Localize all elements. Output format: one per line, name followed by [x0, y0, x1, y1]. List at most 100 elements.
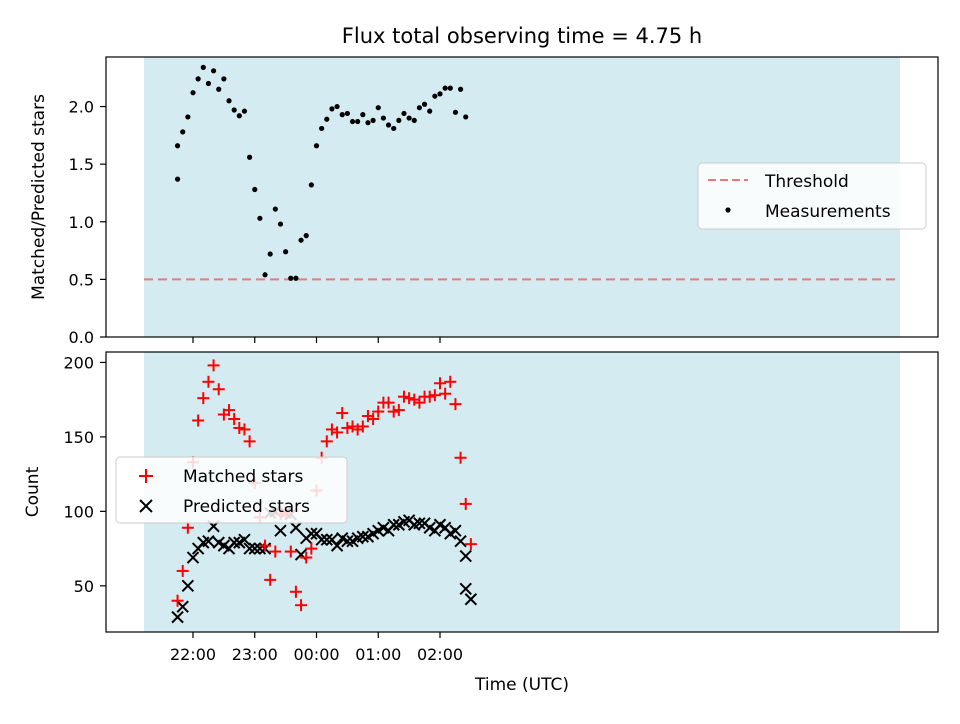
matched-star-point	[243, 435, 256, 448]
matched-star-point	[392, 404, 405, 417]
matched-star-point	[351, 423, 364, 436]
matched-star-point	[264, 573, 277, 586]
matched-star-point	[289, 585, 302, 598]
predicted-star-point	[464, 593, 478, 606]
matched-star-point	[346, 420, 359, 433]
predicted-star-point	[449, 524, 462, 537]
measurement-point	[195, 76, 201, 82]
matched-star-point	[259, 539, 272, 552]
measurement-point	[396, 117, 402, 123]
top-y-tick-label: 0.5	[69, 270, 94, 289]
measurement-point	[185, 114, 191, 120]
predicted-star-point	[181, 579, 195, 593]
matched-star-point	[228, 413, 241, 426]
matched-star-point	[341, 421, 354, 434]
measurement-point	[226, 98, 232, 104]
measurement-point	[180, 129, 186, 135]
matched-star-point	[408, 393, 421, 406]
measurement-point	[360, 112, 366, 118]
measurement-point	[329, 106, 335, 112]
predicted-star-point	[289, 521, 303, 534]
top-y-tick-label: 1.5	[69, 155, 94, 174]
measurement-point	[221, 76, 227, 82]
measurement-point	[442, 85, 448, 91]
matched-star-point	[464, 538, 477, 551]
measurement-point	[385, 122, 392, 128]
matched-star-point	[223, 404, 236, 417]
x-tick-label: 23:00	[232, 645, 278, 664]
matched-star-point	[171, 594, 184, 607]
matched-star-point	[336, 407, 349, 420]
measurement-point	[190, 90, 196, 96]
matched-star-point	[361, 410, 374, 423]
matched-star-point	[269, 545, 282, 558]
matched-star-point	[382, 396, 395, 409]
bottom-y-tick-label: 50	[74, 577, 94, 596]
measurement-point	[272, 206, 278, 212]
predicted-legend-label: Predicted stars	[183, 497, 310, 517]
bottom-y-tick-label: 150	[63, 428, 94, 447]
measurement-point	[241, 108, 248, 114]
matched-star-point	[403, 392, 416, 405]
bottom-plot-frame	[105, 351, 939, 633]
measurement-point	[308, 182, 314, 188]
matched-star-point	[284, 545, 297, 558]
measurement-point	[231, 107, 237, 113]
matched-star-point	[331, 426, 344, 439]
matched-star-point	[397, 390, 410, 403]
measurement-point	[267, 251, 273, 257]
predicted-legend-swatch	[139, 499, 153, 513]
matched-star-point	[295, 599, 308, 612]
x-tick-label: 00:00	[293, 645, 339, 664]
matched-star-point	[300, 551, 313, 564]
measurement-point	[339, 112, 345, 118]
measurement-point	[319, 125, 325, 132]
predicted-star-point	[320, 533, 333, 546]
x-tick-label: 01:00	[355, 645, 401, 664]
x-tick-label: 22:00	[170, 645, 216, 664]
top-y-tick-label: 1.0	[69, 213, 94, 232]
matched-star-point	[428, 389, 441, 402]
measurement-point	[257, 215, 263, 221]
bottom-legend-box	[115, 456, 348, 524]
matched-star-point	[212, 383, 225, 396]
measurement-point	[416, 105, 423, 111]
bottom-panel: 50 100 150 200 22:00 23:00 00:00 01:00 02:00 Co…	[23, 351, 939, 695]
x-axis-label: Time (UTC)	[474, 675, 569, 695]
top-plot-frame	[105, 56, 939, 338]
measurement-point	[334, 103, 340, 110]
matched-star-point	[372, 405, 385, 418]
predicted-star-point	[202, 534, 215, 548]
predicted-star-point	[459, 549, 472, 563]
measurement-point	[421, 101, 428, 107]
predicted-star-point	[227, 536, 241, 549]
measurement-point	[174, 143, 181, 149]
bottom-legend: Matched stars Predicted stars	[115, 456, 348, 524]
bottom-y-tick-label: 200	[63, 353, 94, 372]
measurement-point	[447, 85, 453, 91]
top-y-tick-label: 0.0	[69, 328, 94, 347]
measurement-point	[174, 176, 181, 182]
bottom-y-axis-label: Count	[23, 466, 43, 517]
measurement-point	[349, 118, 356, 125]
matched-star-point	[449, 398, 462, 411]
measurement-point	[406, 115, 412, 121]
measurement-point	[200, 64, 206, 70]
measurement-point	[432, 93, 438, 99]
matched-star-point	[181, 521, 194, 534]
matched-star-point	[325, 423, 338, 436]
matched-star-point	[367, 413, 380, 426]
measurement-point	[401, 110, 407, 117]
predicted-star-point	[341, 534, 354, 548]
matched-star-point	[192, 414, 205, 427]
measurement-point	[411, 117, 417, 123]
measurement-point	[277, 221, 284, 227]
predicted-star-point	[248, 542, 261, 555]
predicted-star-point	[238, 533, 251, 546]
measurement-point	[355, 118, 361, 125]
measurement-point	[370, 117, 376, 123]
predicted-star-point	[413, 517, 426, 530]
predicted-star-point	[387, 518, 400, 531]
top-legend: Threshold Measurements	[697, 162, 927, 230]
